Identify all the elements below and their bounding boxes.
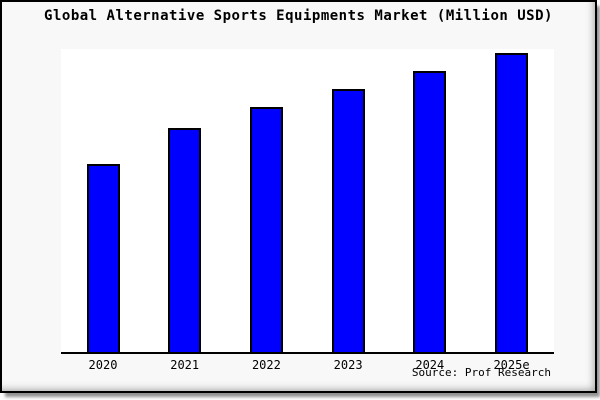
bar-2023: [331, 89, 365, 354]
chart-title: Global Alternative Sports Equipments Mar…: [44, 8, 553, 24]
source-text: Source: Prof Research: [411, 366, 551, 379]
chart-panel: Global Alternative Sports Equipments Mar…: [0, 0, 597, 393]
x-tick-label-2022: 2022: [251, 358, 281, 372]
plot-area: [61, 49, 554, 354]
bar-2022: [249, 107, 283, 354]
x-tick-label-2025e: 2025e: [493, 358, 530, 372]
bar-2021: [168, 128, 202, 354]
bar-2024: [413, 71, 447, 354]
x-tick-label-2024: 2024: [415, 358, 445, 372]
x-tick-label-2021: 2021: [170, 358, 200, 372]
x-tick-label-2023: 2023: [333, 358, 363, 372]
bar-2020: [86, 164, 120, 354]
bar-2025e: [495, 53, 528, 354]
x-tick-label-2020: 2020: [88, 358, 118, 372]
